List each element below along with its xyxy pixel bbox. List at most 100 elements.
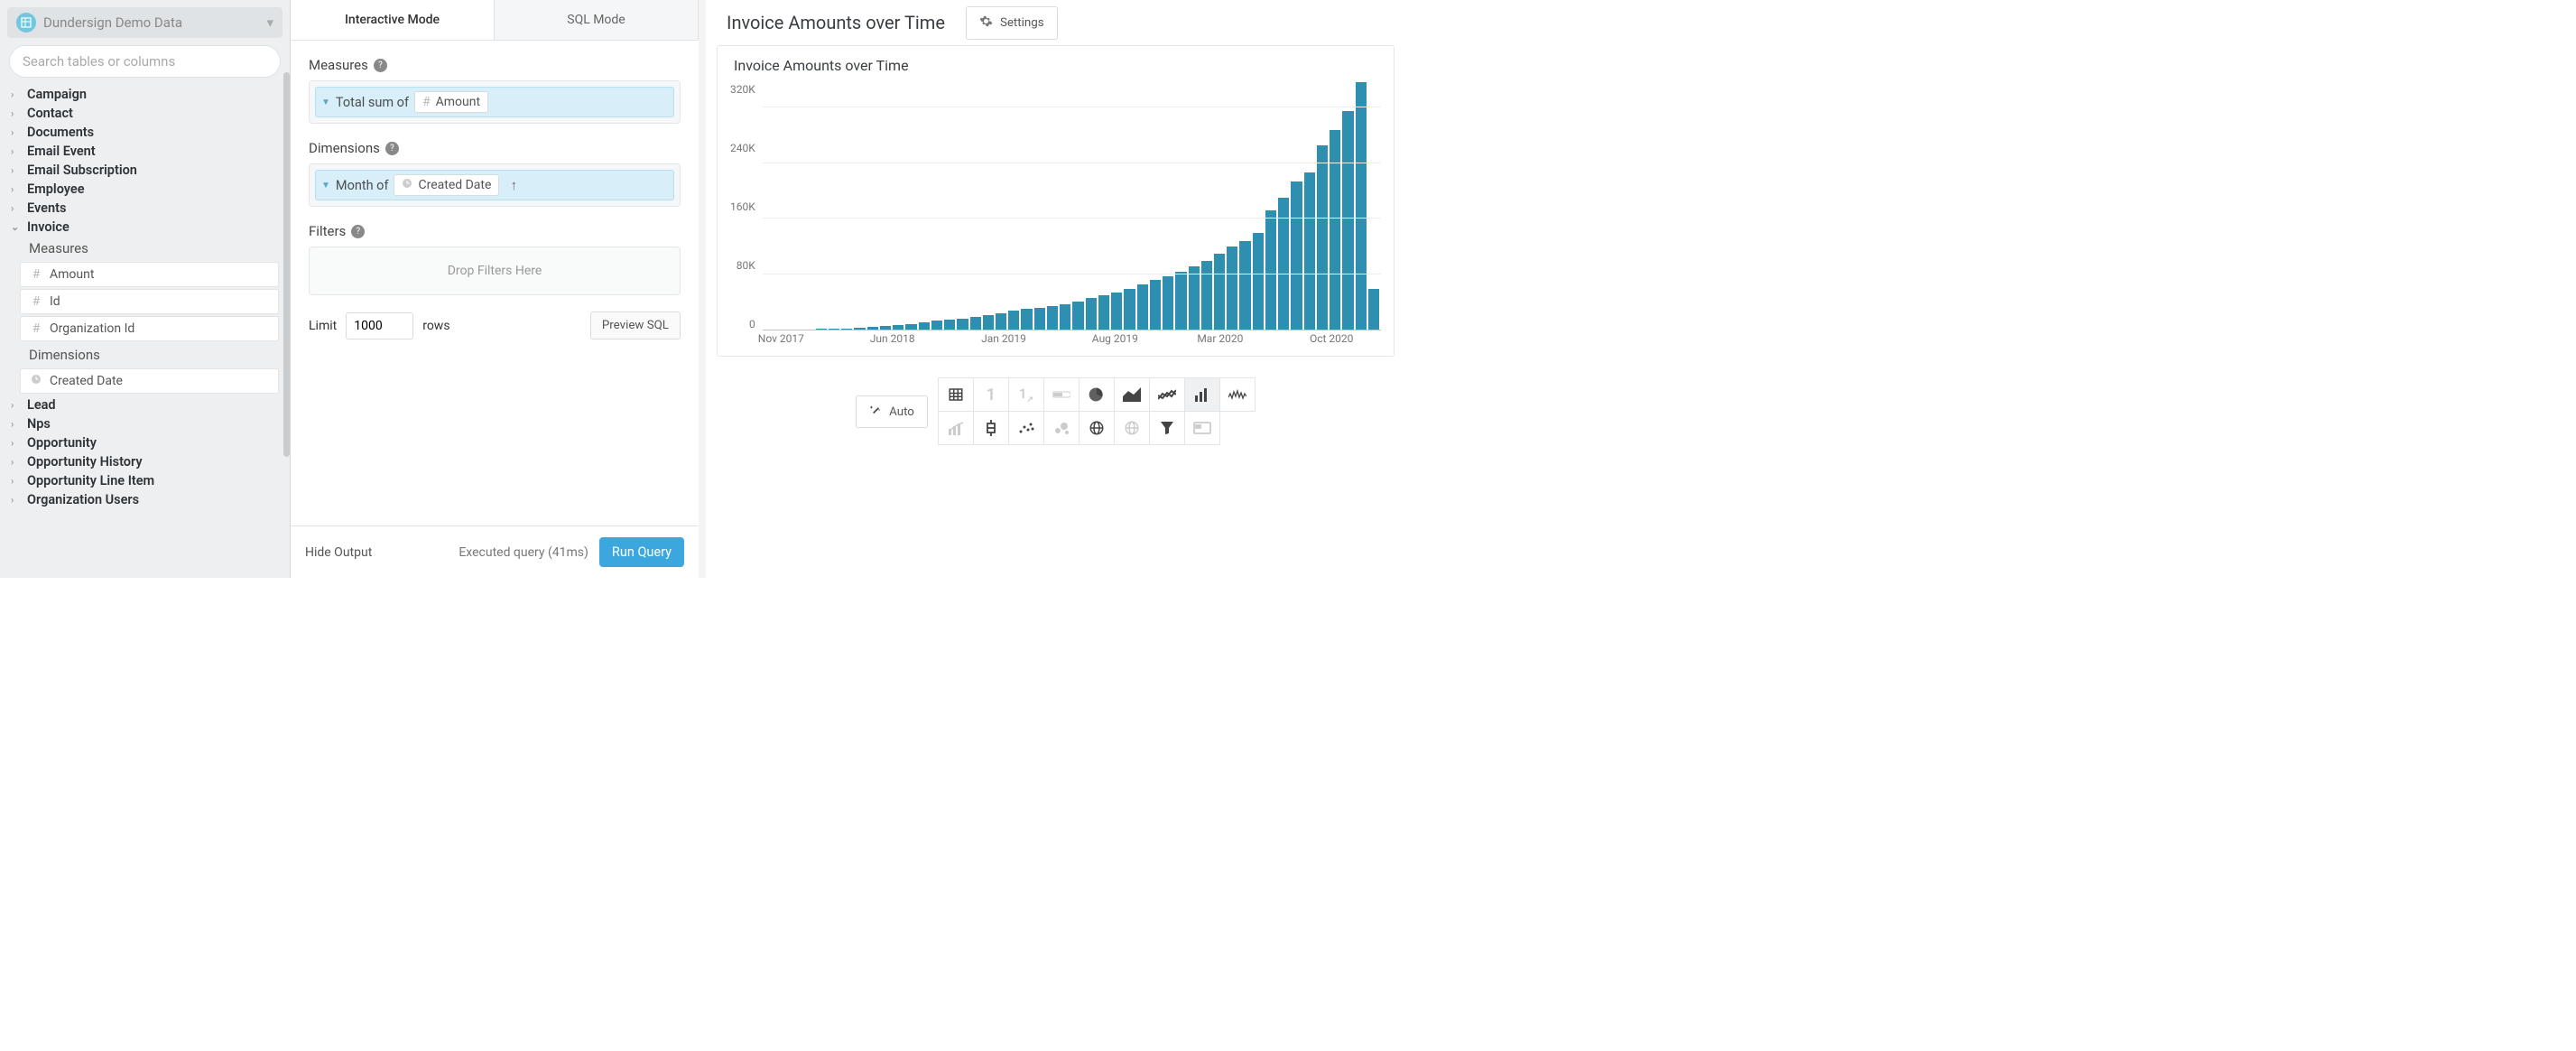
hash-icon: # bbox=[30, 321, 42, 336]
bar[interactable] bbox=[1034, 308, 1045, 330]
x-tick-label: Aug 2019 bbox=[1092, 332, 1138, 345]
bar[interactable] bbox=[1060, 304, 1070, 330]
scrollbar[interactable] bbox=[283, 72, 290, 542]
dimension-field-chip[interactable]: Created Date bbox=[394, 174, 499, 196]
dimensions-heading: Dimensions bbox=[4, 343, 286, 367]
bar[interactable] bbox=[1368, 289, 1379, 330]
bar[interactable] bbox=[957, 319, 968, 331]
bar[interactable] bbox=[1214, 254, 1225, 330]
table-item-email-event[interactable]: ›Email Event bbox=[4, 142, 286, 161]
bar[interactable] bbox=[1239, 241, 1250, 330]
bar[interactable] bbox=[1124, 289, 1135, 330]
run-query-button[interactable]: Run Query bbox=[599, 537, 684, 567]
filters-dropzone[interactable]: Drop Filters Here bbox=[309, 246, 681, 295]
auto-viz-button[interactable]: Auto bbox=[856, 395, 928, 428]
viz-title[interactable]: Invoice Amounts over Time bbox=[717, 5, 955, 40]
viz-type-bar[interactable] bbox=[1184, 377, 1220, 412]
bar[interactable] bbox=[1330, 130, 1340, 330]
measure-field-chip[interactable]: # Amount bbox=[414, 91, 488, 113]
tab-interactive[interactable]: Interactive Mode bbox=[291, 0, 495, 40]
scrollbar-thumb[interactable] bbox=[283, 72, 290, 457]
table-item-nps[interactable]: ›Nps bbox=[4, 414, 286, 433]
table-item-employee[interactable]: ›Employee bbox=[4, 180, 286, 199]
viz-type-boxplot[interactable] bbox=[973, 411, 1009, 445]
viz-type-area[interactable] bbox=[1114, 377, 1150, 412]
bar[interactable] bbox=[1356, 82, 1367, 330]
chart-plot: Nov 2017Jun 2018Jan 2019Aug 2019Mar 2020… bbox=[763, 79, 1381, 350]
bar[interactable] bbox=[1304, 172, 1315, 330]
bar[interactable] bbox=[1008, 311, 1019, 330]
hide-output-button[interactable]: Hide Output bbox=[305, 545, 372, 560]
bar[interactable] bbox=[1137, 284, 1148, 330]
tab-sql[interactable]: SQL Mode bbox=[495, 0, 699, 40]
settings-button[interactable]: Settings bbox=[966, 6, 1058, 40]
clock-icon bbox=[402, 178, 412, 192]
bar[interactable] bbox=[1342, 111, 1353, 330]
field-id[interactable]: #Id bbox=[20, 289, 279, 314]
grid-line bbox=[763, 218, 1381, 219]
dimension-pill[interactable]: ▼ Month of Created Date ↑ bbox=[315, 170, 674, 200]
bar[interactable] bbox=[1227, 246, 1237, 330]
viz-type-funnel[interactable] bbox=[1149, 411, 1185, 445]
bar[interactable] bbox=[983, 315, 994, 330]
help-icon[interactable]: ? bbox=[351, 225, 365, 238]
bar[interactable] bbox=[1317, 145, 1328, 330]
dimensions-dropzone[interactable]: ▼ Month of Created Date ↑ bbox=[309, 163, 681, 207]
bar[interactable] bbox=[1086, 298, 1097, 330]
bar[interactable] bbox=[1163, 276, 1173, 330]
table-label: Opportunity bbox=[27, 435, 97, 451]
search-input[interactable] bbox=[9, 45, 281, 78]
table-item-invoice[interactable]: ⌄Invoice bbox=[4, 218, 286, 237]
sort-asc-icon[interactable]: ↑ bbox=[505, 177, 523, 193]
filters-label: Filters ? bbox=[309, 223, 681, 239]
execution-status: Executed query (41ms) bbox=[459, 545, 588, 560]
bar[interactable] bbox=[1150, 280, 1161, 330]
field-amount[interactable]: #Amount bbox=[20, 262, 279, 287]
table-item-campaign[interactable]: ›Campaign bbox=[4, 85, 286, 104]
bar[interactable] bbox=[970, 317, 981, 330]
table-item-opportunity-line-item[interactable]: ›Opportunity Line Item bbox=[4, 471, 286, 490]
x-axis: Nov 2017Jun 2018Jan 2019Aug 2019Mar 2020… bbox=[763, 332, 1381, 350]
viz-type-line[interactable] bbox=[1149, 377, 1185, 412]
bar[interactable] bbox=[1265, 210, 1276, 330]
viz-type-globe[interactable] bbox=[1079, 411, 1115, 445]
bar[interactable] bbox=[1189, 266, 1200, 330]
bar[interactable] bbox=[996, 313, 1006, 330]
bar[interactable] bbox=[1201, 261, 1212, 330]
viz-type-table[interactable] bbox=[938, 377, 974, 412]
help-icon[interactable]: ? bbox=[374, 59, 387, 72]
help-icon[interactable]: ? bbox=[385, 142, 399, 155]
gear-icon bbox=[979, 14, 993, 32]
measure-pill[interactable]: ▼ Total sum of # Amount bbox=[315, 87, 674, 117]
table-label: Opportunity History bbox=[27, 454, 143, 470]
limit-input[interactable] bbox=[346, 312, 413, 339]
table-item-opportunity-history[interactable]: ›Opportunity History bbox=[4, 452, 286, 471]
table-label: Contact bbox=[27, 106, 73, 121]
viz-type-scatter[interactable] bbox=[1008, 411, 1044, 445]
bar[interactable] bbox=[1098, 295, 1109, 330]
bar[interactable] bbox=[1072, 302, 1083, 330]
bar[interactable] bbox=[1253, 233, 1264, 330]
table-item-documents[interactable]: ›Documents bbox=[4, 123, 286, 142]
preview-sql-button[interactable]: Preview SQL bbox=[590, 312, 681, 339]
table-item-organization-users[interactable]: ›Organization Users bbox=[4, 490, 286, 509]
measures-dropzone[interactable]: ▼ Total sum of # Amount bbox=[309, 80, 681, 124]
dimension-field: Created Date bbox=[418, 178, 491, 192]
table-item-events[interactable]: ›Events bbox=[4, 199, 286, 218]
bar[interactable] bbox=[1047, 306, 1058, 330]
field-created-date[interactable]: Created Date bbox=[20, 368, 279, 394]
viz-type-sparkline[interactable] bbox=[1219, 377, 1256, 412]
dropdown-caret-icon[interactable]: ▼ bbox=[321, 98, 330, 107]
bar[interactable] bbox=[1175, 272, 1186, 330]
table-item-contact[interactable]: ›Contact bbox=[4, 104, 286, 123]
bar[interactable] bbox=[1111, 293, 1122, 330]
dropdown-caret-icon[interactable]: ▼ bbox=[321, 181, 330, 191]
bar[interactable] bbox=[1291, 181, 1302, 330]
table-item-opportunity[interactable]: ›Opportunity bbox=[4, 433, 286, 452]
field-organization-id[interactable]: #Organization Id bbox=[20, 316, 279, 341]
viz-type-pie[interactable] bbox=[1079, 377, 1115, 412]
table-item-email-subscription[interactable]: ›Email Subscription bbox=[4, 161, 286, 180]
table-item-lead[interactable]: ›Lead bbox=[4, 395, 286, 414]
datasource-selector[interactable]: Dundersign Demo Data ▾ bbox=[7, 7, 283, 38]
bar[interactable] bbox=[1021, 309, 1032, 330]
